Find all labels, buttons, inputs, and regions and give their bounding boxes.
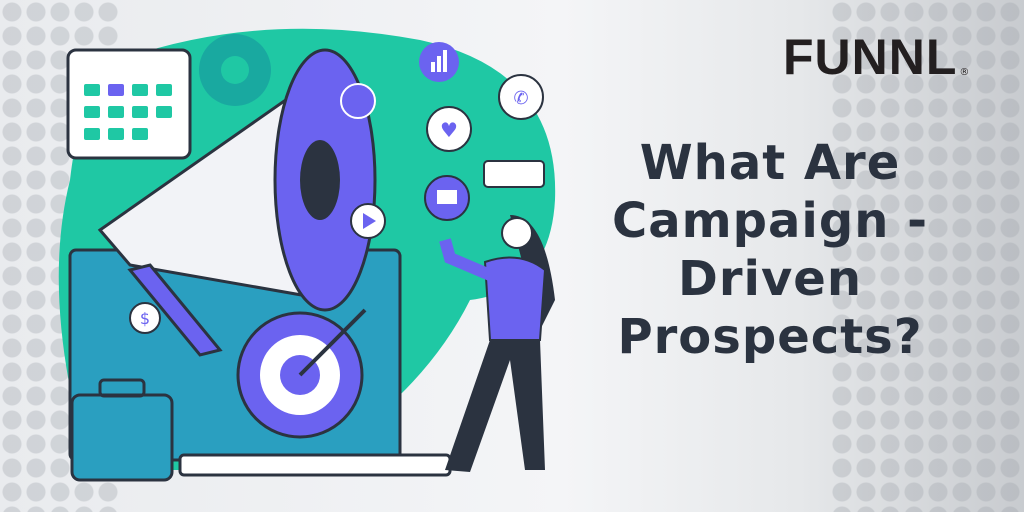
- registered-mark: ®: [959, 67, 970, 78]
- headline-line: Driven: [678, 251, 862, 307]
- logo-wordmark: FUNNL: [783, 29, 958, 85]
- funnl-logo: FUNNL ®: [783, 26, 969, 82]
- bar-chart-icon: [419, 42, 459, 82]
- gear-icon: [199, 34, 271, 106]
- svg-text:$: $: [140, 309, 150, 328]
- target-icon: [236, 308, 367, 439]
- phone-icon: ✆: [498, 74, 544, 120]
- dollar-icon: $: [129, 302, 161, 334]
- briefcase-icon: [70, 378, 174, 482]
- message-card: [483, 160, 545, 188]
- calendar-icon: [66, 48, 192, 160]
- dot-pattern-right: [830, 0, 1024, 512]
- svg-text:♥: ♥: [440, 118, 458, 142]
- woman-figure: [439, 215, 555, 472]
- headline-line: Campaign -: [612, 193, 928, 249]
- headline-line: What Are: [639, 135, 901, 191]
- play-icon: [350, 203, 386, 239]
- svg-text:✆: ✆: [513, 88, 528, 109]
- heart-icon: ♥: [426, 106, 472, 152]
- mail-icon: [424, 175, 470, 221]
- headline-line: Prospects?: [617, 309, 923, 365]
- share-icon: [340, 83, 376, 119]
- megaphone-icon: [97, 48, 377, 357]
- marketing-illustration: $ ✆ ♥: [58, 28, 556, 482]
- headline: What Are Campaign - Driven Prospects?: [600, 134, 940, 366]
